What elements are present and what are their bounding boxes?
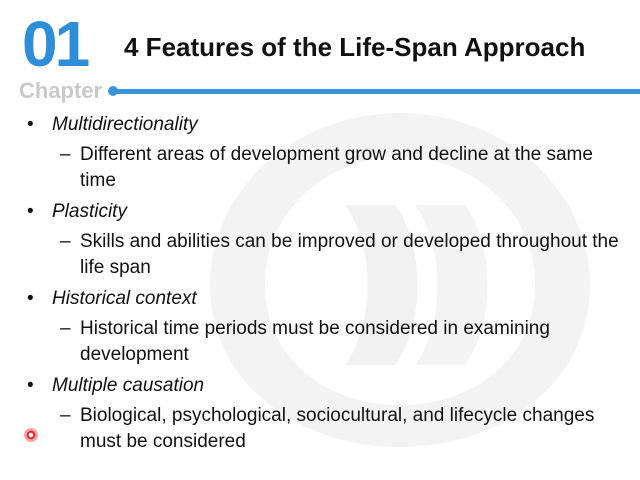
chapter-label: Chapter [19,78,103,103]
slide-title: 4 Features of the Life-Span Approach [124,32,586,62]
feature-label: Plasticity [52,201,127,222]
bullet-marker: • [27,201,34,222]
feature-label: Multiple causation [52,375,205,396]
feature-detail: Skills and abilities can be improved or … [80,231,619,278]
feature-detail: Different areas of development grow and … [80,144,593,191]
title-rule-dot [108,86,118,96]
feature-detail: Biological, psychological, sociocultural… [80,405,595,452]
title-rule [115,89,640,94]
bullet-marker: • [27,375,34,396]
bullet-marker: • [27,114,34,135]
chapter-number: 01 [22,8,90,80]
dash-marker: – [60,318,71,339]
dash-marker: – [60,231,71,252]
dash-marker: – [60,144,71,165]
feature-label: Multidirectionality [52,114,198,135]
publisher-logo-watermark-icon [210,113,590,447]
dash-marker: – [60,405,71,426]
laser-pointer-icon [24,428,38,442]
feature-label: Historical context [52,288,197,309]
bullet-marker: • [27,288,34,309]
feature-detail: Historical time periods must be consider… [80,318,550,365]
